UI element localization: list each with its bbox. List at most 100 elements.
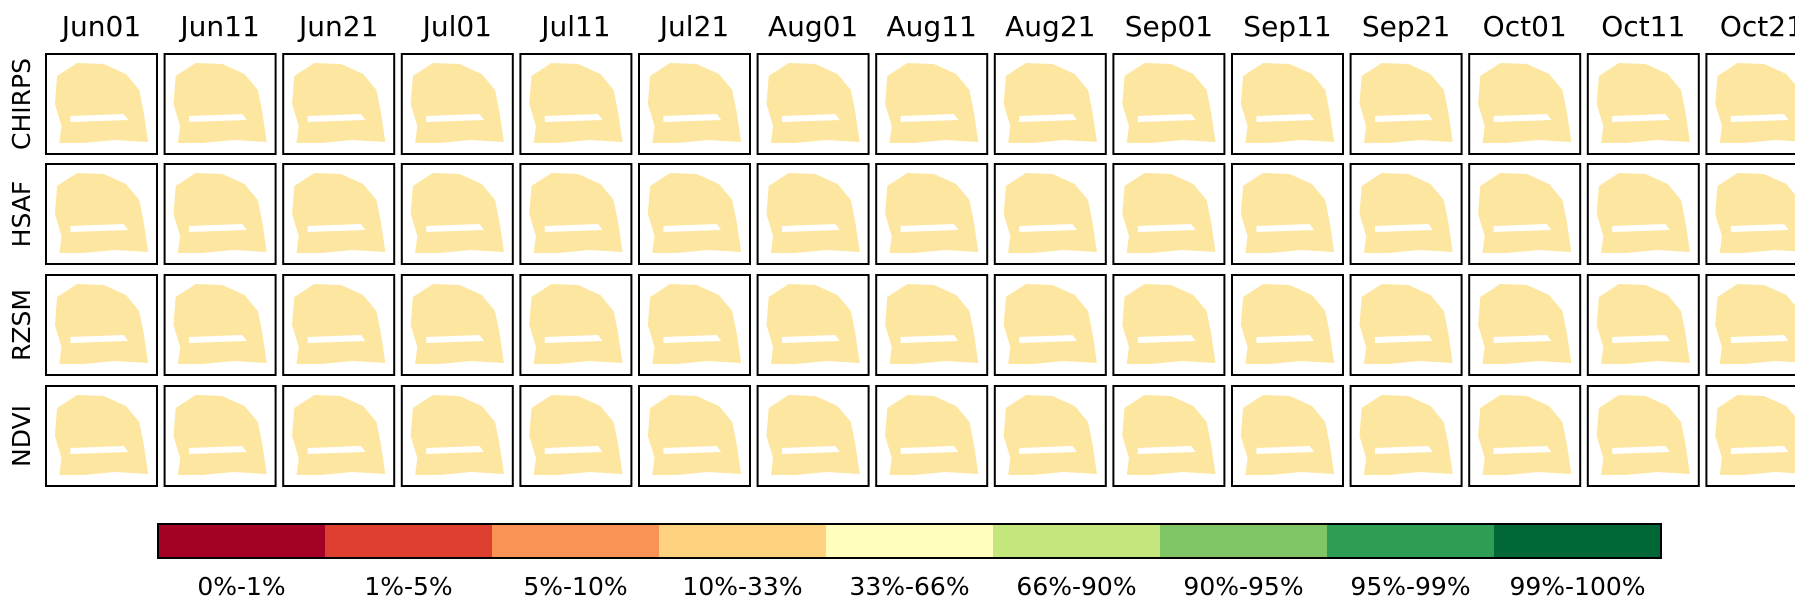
row-label: RZSM xyxy=(7,289,36,361)
map-panel xyxy=(1469,54,1580,154)
map-panel xyxy=(520,275,631,375)
row-label: CHIRPS xyxy=(7,58,36,150)
map-panel xyxy=(1351,54,1462,154)
map-panel xyxy=(995,164,1106,264)
legend-label: 5%-10% xyxy=(523,572,627,600)
map-panel xyxy=(402,54,513,154)
map-panel xyxy=(639,54,750,154)
map-panel xyxy=(758,386,869,486)
map-panel xyxy=(758,54,869,154)
map-panel xyxy=(876,386,987,486)
map-panel xyxy=(995,54,1106,154)
legend-label: 10%-33% xyxy=(682,572,802,600)
map-panel xyxy=(1706,54,1795,154)
column-label: Aug01 xyxy=(768,10,858,43)
column-label: Sep11 xyxy=(1243,10,1331,43)
map-panel xyxy=(283,386,394,486)
map-panel xyxy=(1588,164,1699,264)
map-panel xyxy=(402,275,513,375)
map-panel xyxy=(639,164,750,264)
map-panel xyxy=(1588,275,1699,375)
map-panel xyxy=(639,386,750,486)
page: { "columns": ["Jun01", "Jun11", "Jun21",… xyxy=(0,0,1795,600)
legend-label: 90%-95% xyxy=(1183,572,1303,600)
column-label: Aug11 xyxy=(887,10,977,43)
map-panel xyxy=(1113,164,1224,264)
map-panel xyxy=(520,164,631,264)
colorbar-cell xyxy=(158,524,326,558)
map-panel xyxy=(876,164,987,264)
map-panel xyxy=(1588,54,1699,154)
figure: Jun01 Jun11 Jun21 Jul01 Jul11 Jul21 Aug01 Aug11… xyxy=(0,0,1795,600)
map-panel xyxy=(1351,164,1462,264)
column-label: Jun11 xyxy=(178,10,259,43)
map-panel xyxy=(1351,275,1462,375)
row-label: NDVI xyxy=(7,405,36,467)
map-panel xyxy=(639,275,750,375)
colorbar-cell xyxy=(826,524,994,558)
map-panel xyxy=(1232,164,1343,264)
column-label: Oct11 xyxy=(1601,10,1685,43)
colorbar-cell xyxy=(1160,524,1328,558)
row-label: HSAF xyxy=(7,181,36,248)
column-label: Oct21 xyxy=(1720,10,1795,43)
map-panel xyxy=(520,54,631,154)
colorbar: 0%-1%1%-5%5%-10%10%-33%33%-66%66%-90%90%… xyxy=(158,524,1662,600)
map-panel xyxy=(283,275,394,375)
map-panel xyxy=(1469,386,1580,486)
map-panel xyxy=(1588,386,1699,486)
column-label: Jul21 xyxy=(658,10,729,43)
map-panel xyxy=(165,386,276,486)
column-label: Jun21 xyxy=(297,10,378,43)
map-grid: Jun01 Jun11 Jun21 Jul01 Jul11 Jul21 Aug01 Aug11… xyxy=(7,10,1795,486)
map-panel xyxy=(758,275,869,375)
map-panel xyxy=(1706,386,1795,486)
colorbar-cell xyxy=(1494,524,1662,558)
legend-label: 1%-5% xyxy=(364,572,452,600)
map-panel xyxy=(402,386,513,486)
map-panel xyxy=(876,54,987,154)
country-shape xyxy=(1715,63,1795,143)
column-label: Oct01 xyxy=(1483,10,1567,43)
map-panel xyxy=(876,275,987,375)
column-label: Jun01 xyxy=(60,10,141,43)
column-label: Sep21 xyxy=(1362,10,1450,43)
map-panel xyxy=(402,164,513,264)
legend-label: 33%-66% xyxy=(849,572,969,600)
map-panel xyxy=(520,386,631,486)
map-panel xyxy=(1706,275,1795,375)
map-panel xyxy=(165,54,276,154)
map-panel xyxy=(1113,386,1224,486)
legend-label: 66%-90% xyxy=(1016,572,1136,600)
map-panel xyxy=(1469,275,1580,375)
country-shape xyxy=(1715,395,1795,475)
country-shape xyxy=(1715,284,1795,364)
map-panel xyxy=(46,275,157,375)
colorbar-cell xyxy=(659,524,827,558)
map-panel xyxy=(1232,275,1343,375)
column-label: Aug21 xyxy=(1005,10,1095,43)
map-panel xyxy=(1113,54,1224,154)
map-panel xyxy=(1469,164,1580,264)
map-panel xyxy=(46,164,157,264)
colorbar-cell xyxy=(1327,524,1495,558)
column-label: Sep01 xyxy=(1125,10,1213,43)
colorbar-cell xyxy=(325,524,493,558)
map-panel xyxy=(165,164,276,264)
map-panel xyxy=(1351,386,1462,486)
colorbar-cell xyxy=(492,524,660,558)
column-label: Jul11 xyxy=(539,10,610,43)
map-panel xyxy=(1232,386,1343,486)
map-panel xyxy=(1706,164,1795,264)
legend-label: 95%-99% xyxy=(1350,572,1470,600)
map-panel xyxy=(283,164,394,264)
map-panel xyxy=(1113,275,1224,375)
map-panel xyxy=(995,386,1106,486)
map-panel xyxy=(995,275,1106,375)
column-label: Jul01 xyxy=(421,10,492,43)
map-panel xyxy=(165,275,276,375)
legend-label: 99%-100% xyxy=(1509,572,1645,600)
map-panel xyxy=(758,164,869,264)
colorbar-cell xyxy=(993,524,1161,558)
map-panel xyxy=(46,386,157,486)
